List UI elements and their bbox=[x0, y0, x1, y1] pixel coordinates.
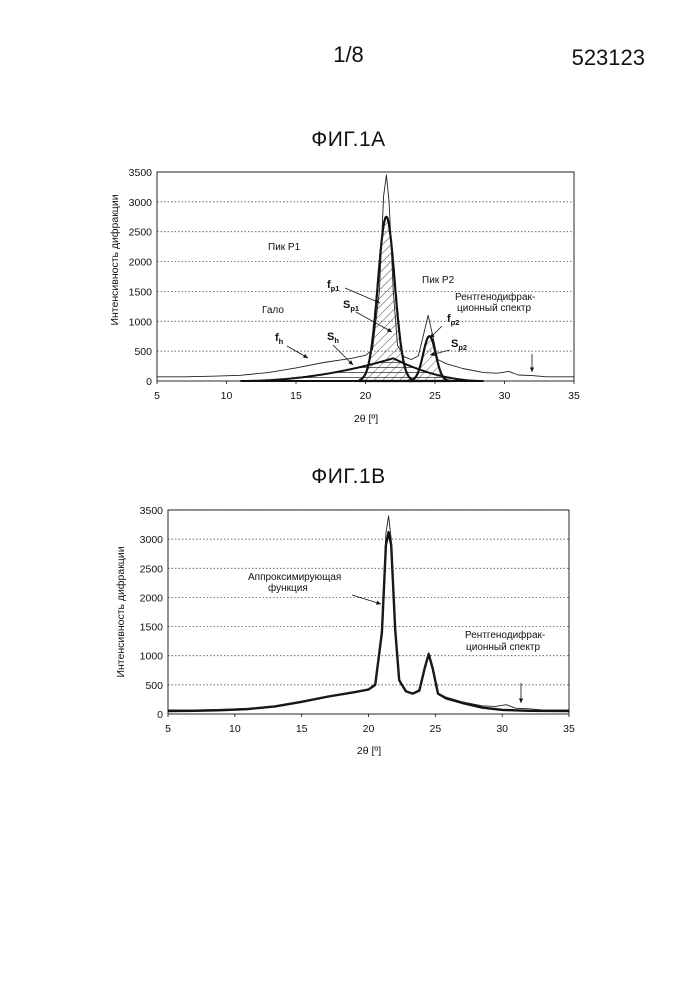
spectrum-line bbox=[157, 175, 574, 377]
x-tick-label: 5 bbox=[154, 390, 160, 402]
annotation-arrowhead bbox=[519, 699, 523, 704]
y-tick-label: 1000 bbox=[140, 651, 164, 663]
peak-area-p1 bbox=[360, 217, 413, 381]
y-tick-label: 0 bbox=[146, 376, 152, 388]
y-tick-label: 1500 bbox=[140, 622, 164, 634]
fp2-label: fp2 bbox=[447, 313, 459, 327]
halo-label: Гало bbox=[262, 305, 284, 316]
x-tick-label: 25 bbox=[429, 390, 441, 402]
spectrum-label-line1: Рентгенодифрак- bbox=[455, 291, 535, 303]
y-tick-label: 3500 bbox=[129, 167, 153, 179]
x-tick-label: 35 bbox=[568, 390, 580, 402]
annotation-arrowhead bbox=[376, 601, 381, 605]
figure-1a-chart: Интенсивность дифракции 2θ [º] Пик Р1 Пи… bbox=[0, 160, 697, 440]
peak-p1-label: Пик Р1 bbox=[268, 242, 301, 253]
y-tick-label: 3000 bbox=[129, 197, 153, 209]
plot-frame bbox=[168, 510, 569, 714]
x-tick-label: 15 bbox=[290, 390, 302, 402]
patent-number: 523123 bbox=[572, 45, 645, 71]
figure-1b-chart: Интенсивность дифракции 2θ [º] Аппроксим… bbox=[0, 500, 697, 770]
x-tick-label: 10 bbox=[221, 390, 233, 402]
x-tick-label: 35 bbox=[563, 723, 575, 735]
x-tick-label: 5 bbox=[165, 723, 171, 735]
x-axis-label: 2θ [º] bbox=[354, 413, 378, 425]
y-axis-label: Интенсивность дифракции bbox=[115, 546, 127, 677]
x-tick-label: 20 bbox=[363, 723, 375, 735]
x-tick-label: 20 bbox=[360, 390, 372, 402]
y-tick-label: 500 bbox=[145, 680, 163, 692]
spectrum-line bbox=[168, 516, 569, 710]
y-axis-label: Интенсивность дифракции bbox=[109, 194, 121, 325]
fh-label: fh bbox=[275, 332, 284, 346]
y-tick-label: 2000 bbox=[129, 257, 153, 269]
fp1-label: fp1 bbox=[327, 279, 339, 293]
spectrum-label-line1: Рентгенодифрак- bbox=[465, 629, 545, 641]
y-tick-label: 1000 bbox=[129, 316, 153, 328]
sp1-label: Sp1 bbox=[343, 299, 359, 313]
annotation-arrowhead bbox=[530, 368, 534, 373]
y-tick-label: 1500 bbox=[129, 286, 153, 298]
sp2-label: Sp2 bbox=[451, 338, 467, 352]
y-tick-label: 2500 bbox=[140, 563, 164, 575]
y-tick-label: 0 bbox=[157, 709, 163, 721]
plot-frame bbox=[157, 172, 574, 381]
spectrum-label-line2: ционный спектр bbox=[466, 642, 541, 653]
y-tick-label: 3500 bbox=[140, 505, 164, 517]
x-axis-label: 2θ [º] bbox=[357, 745, 381, 757]
y-tick-label: 2500 bbox=[129, 227, 153, 239]
spectrum-label-line2: ционный спектр bbox=[457, 303, 532, 314]
y-tick-label: 2000 bbox=[140, 592, 164, 604]
x-tick-label: 10 bbox=[229, 723, 241, 735]
fit-label-line2: функция bbox=[268, 582, 308, 594]
y-tick-label: 3000 bbox=[140, 534, 164, 546]
x-tick-label: 30 bbox=[496, 723, 508, 735]
figure-1b-title: ФИГ.1B bbox=[0, 465, 697, 489]
fit-line bbox=[168, 532, 569, 711]
figure-1a-title: ФИГ.1A bbox=[0, 128, 697, 152]
x-tick-label: 30 bbox=[499, 390, 511, 402]
sh-label: Sh bbox=[327, 331, 339, 345]
fit-label-line1: Аппроксимирующая bbox=[248, 572, 341, 583]
peak-p2-label: Пик Р2 bbox=[422, 275, 455, 286]
y-tick-label: 500 bbox=[134, 346, 152, 358]
x-tick-label: 25 bbox=[429, 723, 441, 735]
x-tick-label: 15 bbox=[296, 723, 308, 735]
